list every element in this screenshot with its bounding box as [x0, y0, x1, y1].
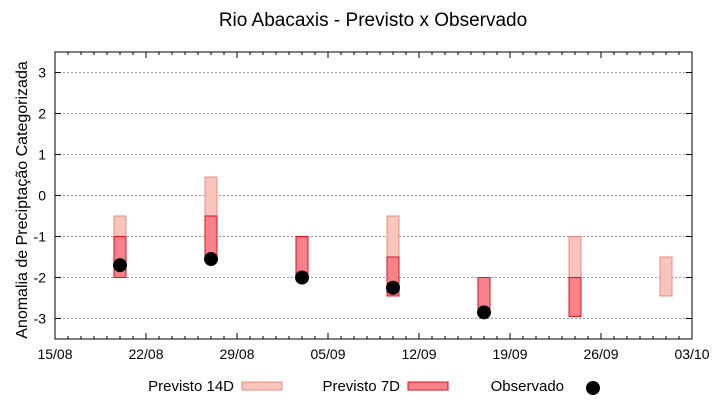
chart-title: Rio Abacaxis - Previsto x Observado: [219, 10, 527, 31]
legend-swatch-previsto-7d: [407, 381, 449, 391]
point-observado: [386, 280, 400, 295]
legend: Previsto 14D Previsto 7D Observado: [148, 378, 600, 395]
bar-previsto-7d: [568, 277, 582, 317]
legend-swatch-previsto-14d: [241, 381, 283, 391]
x-tick-label: 15/08: [37, 346, 72, 362]
series-observado: [113, 252, 491, 320]
legend-label-previsto-14d: Previsto 14D: [148, 378, 234, 395]
legend-label-previsto-7d: Previsto 7D: [322, 378, 400, 395]
bar-previsto-14d: [568, 236, 582, 278]
x-tick-label: 12/09: [401, 346, 436, 362]
x-tick-label: 19/09: [492, 346, 527, 362]
point-observado: [113, 258, 127, 273]
y-tick-label: 3: [38, 65, 46, 81]
x-tick-label: 26/09: [583, 346, 618, 362]
gridlines: [55, 72, 692, 319]
point-observado: [477, 305, 491, 320]
y-tick-label: 0: [38, 188, 46, 204]
bar-previsto-14d: [386, 215, 400, 258]
y-axis-label: Anomalia de Preciptação Categorizada: [14, 61, 31, 339]
point-observado: [204, 252, 218, 267]
x-tick-label: 22/08: [128, 346, 163, 362]
x-tick-label: 05/09: [310, 346, 345, 362]
bar-previsto-14d: [204, 176, 218, 217]
x-tick-label: 29/08: [219, 346, 254, 362]
legend-marker-observado: [586, 381, 600, 395]
series-previsto-7d: [113, 215, 582, 317]
y-tick-label: -1: [34, 229, 47, 245]
point-observado: [295, 270, 309, 285]
y-tick-label: -3: [34, 311, 47, 327]
axes: 3 2 1 0 -1 -2 -3 15/08 22/08 29/08 05/09 12/09 19/09…: [34, 52, 710, 362]
bar-previsto-14d: [659, 256, 673, 297]
y-tick-label: 1: [38, 147, 46, 163]
bar-previsto-7d: [204, 215, 218, 258]
legend-label-observado: Observado: [491, 378, 564, 395]
y-tick-label: 2: [38, 106, 46, 122]
x-tick-label: 03/10: [674, 346, 709, 362]
y-tick-label: -2: [34, 270, 47, 286]
